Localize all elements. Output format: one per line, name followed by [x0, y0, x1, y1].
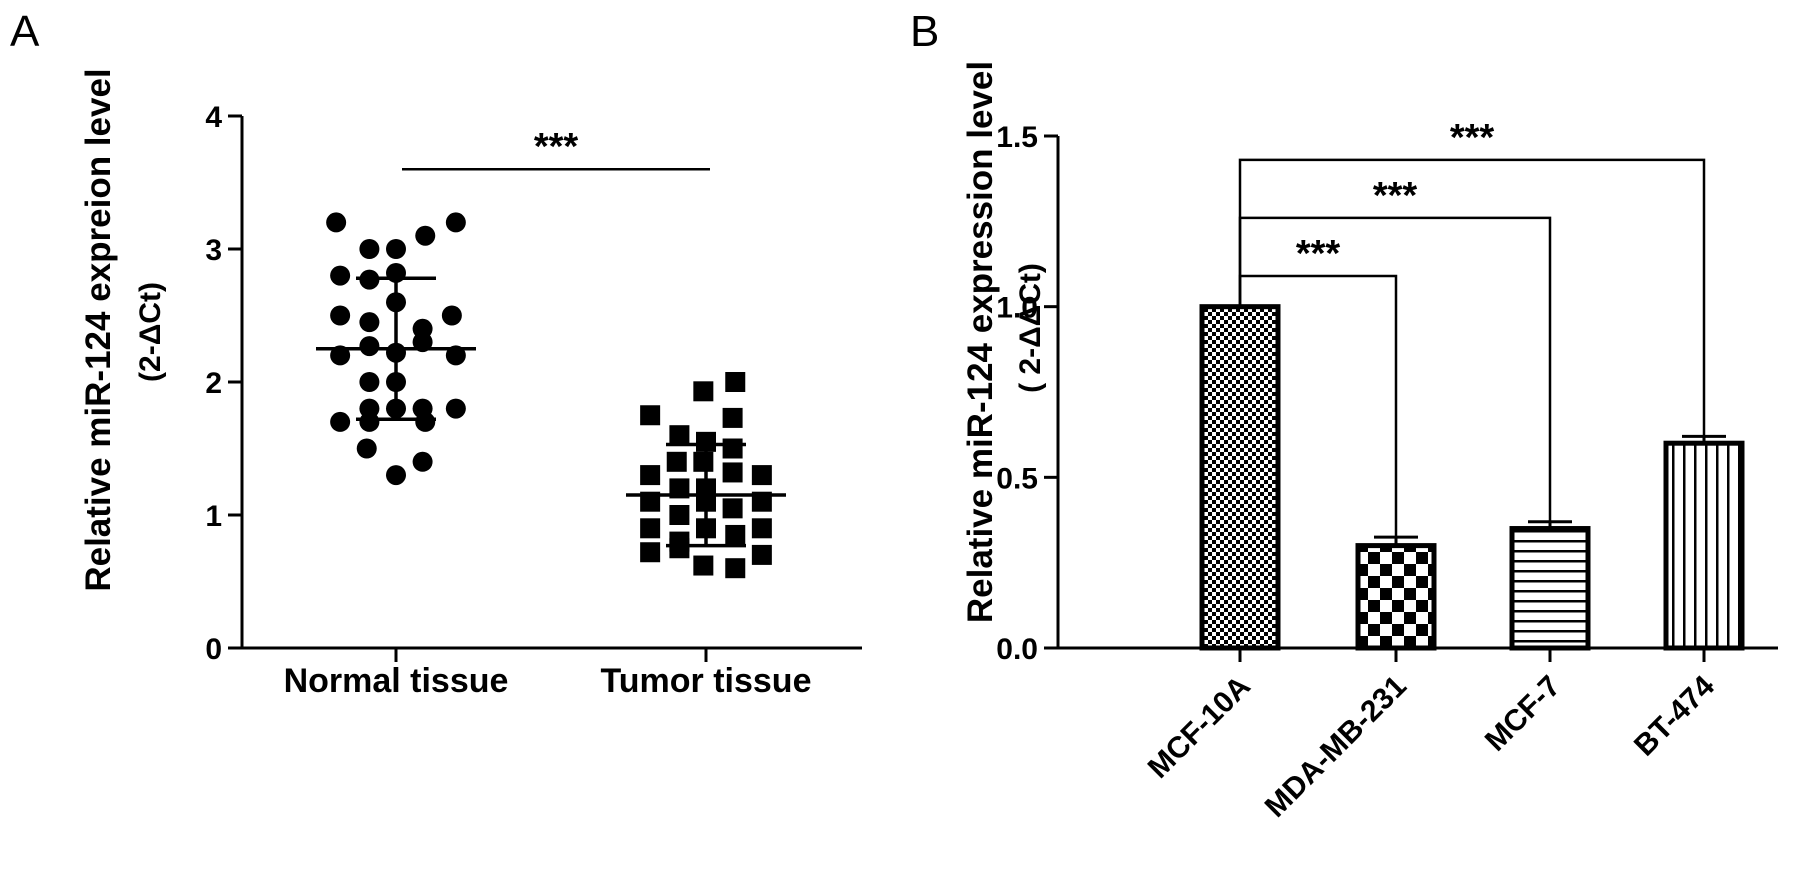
panel-a-point-normal [359, 239, 380, 259]
panel-a-point-tumor [666, 451, 687, 472]
panel-a-point-tumor [722, 438, 743, 459]
panel-a-point-tumor [751, 465, 772, 486]
panel-a-point-tumor [669, 505, 690, 525]
panel-a-point-tumor [640, 542, 661, 563]
panel-a-point-tumor [693, 555, 714, 576]
panel-a-y-tick-label: 3 [205, 234, 222, 267]
panel-b-letter: B [910, 7, 939, 56]
panel-a-point-normal [330, 265, 351, 286]
panel-a-point-normal [359, 411, 380, 432]
panel-a-point-tumor [722, 498, 743, 519]
panel-b-significance-bracket [1238, 158, 1706, 437]
panel-a-point-tumor [696, 431, 716, 452]
panel-b-y-tick-label: 1.5 [996, 121, 1038, 154]
panel-a-point-normal [326, 212, 347, 233]
panel-a-point-normal [412, 451, 433, 472]
panel-a-point-tumor [751, 518, 772, 539]
panel-a-y-axis-unit: (2-ΔCt) [134, 282, 167, 382]
panel-b-x-tick-label: BT-474 [1628, 669, 1721, 762]
panel-a-point-normal [386, 239, 406, 259]
panel-a-point-normal [330, 305, 351, 326]
panel-a-significance-label: *** [534, 126, 579, 168]
panel-b-x-tick-label: MDA-MB-231 [1259, 670, 1413, 824]
panel-b-x-tick-label: MCF-7 [1479, 670, 1567, 758]
panel-a-point-tumor [640, 518, 661, 539]
panel-a-point-tumor [725, 372, 746, 392]
panel-a-y-tick-label: 2 [205, 367, 222, 400]
panel-a-y-tick-label: 1 [205, 500, 222, 533]
panel-b-y-axis-unit: ( 2-ΔΔCt) [1014, 263, 1047, 393]
panel-b-y-tick-label: 1.0 [996, 292, 1038, 325]
panel-a-point-tumor [693, 451, 714, 472]
panel-a-point-normal [441, 305, 462, 326]
panel-a-x-tick-label: Tumor tissue [601, 662, 812, 700]
panel-a-x-tick-label: Normal tissue [284, 662, 509, 700]
panel-b-y-tick-label: 0.0 [996, 633, 1038, 666]
panel-a-point-tumor [640, 465, 661, 486]
panel-a-point-tumor [693, 381, 714, 402]
panel-a-point-normal [386, 465, 406, 486]
panel-a-point-tumor [725, 524, 746, 545]
panel-a-chart: Relative miR-124 expreion level (2-ΔCt) … [79, 68, 862, 700]
panel-a-point-normal [359, 372, 380, 392]
panel-b-bar-mcf-7 [1509, 526, 1591, 651]
panel-a-point-normal [356, 438, 377, 459]
panel-b-bar-mda-mb-231 [1355, 543, 1437, 651]
panel-b-y-tick-label: 0.5 [996, 462, 1038, 495]
panel-a-point-tumor [725, 558, 746, 579]
panel-a-y-axis-label: Relative miR-124 expreion level [79, 68, 118, 591]
panel-a-point-tumor [640, 405, 661, 426]
panel-a-point-tumor [669, 538, 690, 559]
panel-a-point-normal [445, 212, 466, 233]
panel-b-bar-mcf-10a [1199, 304, 1281, 651]
panel-b-significance-label: *** [1450, 117, 1495, 159]
panel-b-y-axis-label: Relative miR-124 expression level [961, 61, 1000, 623]
panel-b-significance-label: *** [1373, 175, 1418, 217]
panel-a-point-tumor [722, 462, 743, 483]
panel-a-point-normal [415, 411, 436, 432]
panel-b-x-tick-label: MCF-10A [1142, 670, 1257, 785]
panel-a-point-tumor [669, 425, 690, 446]
panel-a-point-tumor [751, 544, 772, 565]
panel-a-point-normal [445, 398, 466, 419]
panel-b-chart: Relative miR-124 expression level ( 2-ΔΔ… [961, 61, 1778, 824]
panel-a-y-tick-label: 4 [205, 101, 222, 134]
panel-b-significance-label: *** [1296, 233, 1341, 275]
panel-a-point-normal [359, 336, 380, 357]
panel-a-point-normal [359, 312, 380, 333]
panel-a-point-normal [330, 411, 351, 432]
panel-a-point-normal [415, 225, 436, 246]
panel-a-letter: A [10, 7, 40, 56]
panel-a-point-tumor [722, 407, 743, 428]
panel-a-y-tick-label: 0 [205, 633, 222, 666]
panel-b-bar-bt-474 [1663, 440, 1745, 651]
